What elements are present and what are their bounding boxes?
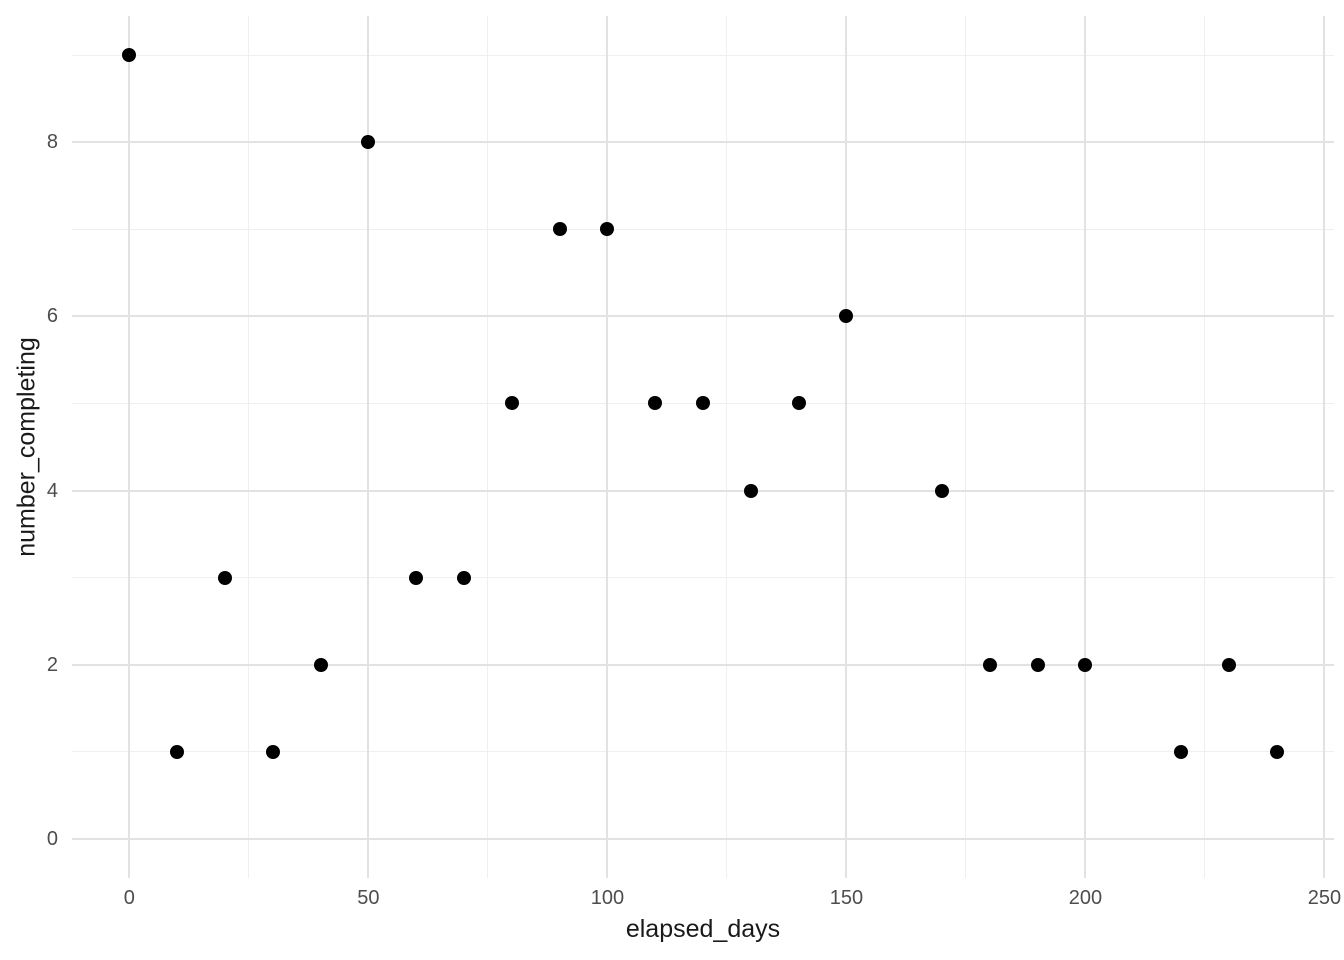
data-point (982, 657, 997, 672)
data-point (600, 222, 615, 237)
gridline-y-minor (72, 751, 1334, 753)
data-point (409, 570, 424, 585)
y-tick-label: 0 (46, 827, 58, 850)
data-point (935, 483, 949, 498)
x-tick-label: 0 (123, 887, 135, 909)
data-point (1221, 657, 1236, 672)
gridline-x-minor (965, 16, 967, 878)
data-point (361, 135, 376, 150)
x-axis-title: elapsed_days (625, 915, 781, 943)
y-axis-title: number_completing (12, 337, 41, 557)
gridline-y-minor (72, 577, 1334, 579)
x-tick-label: 100 (590, 887, 625, 909)
y-tick-label: 2 (46, 653, 58, 676)
data-point (1174, 744, 1189, 759)
gridline-x-major (1084, 16, 1087, 878)
data-point (504, 396, 519, 411)
gridline-y-minor (72, 54, 1334, 56)
y-tick-label: 4 (46, 479, 58, 502)
data-point (552, 222, 567, 237)
y-tick-label: 6 (46, 305, 58, 328)
gridline-x-major (606, 16, 609, 878)
data-point (696, 396, 710, 411)
data-point (265, 744, 280, 759)
data-point (313, 657, 328, 672)
x-tick-label: 200 (1068, 887, 1103, 909)
data-point (648, 396, 663, 411)
data-point (1269, 744, 1284, 759)
gridline-y-minor (72, 228, 1334, 230)
gridline-y-major (72, 489, 1334, 492)
gridline-x-minor (726, 16, 728, 878)
gridline-x-major (367, 16, 370, 878)
data-point (839, 309, 854, 324)
data-point (122, 48, 137, 63)
data-point (217, 570, 232, 585)
x-tick-label: 250 (1307, 887, 1342, 909)
gridline-y-major (72, 837, 1334, 840)
data-point (456, 570, 471, 585)
gridline-x-minor (487, 16, 489, 878)
y-tick-label: 8 (46, 131, 58, 154)
data-point (1078, 657, 1093, 672)
data-point (170, 744, 185, 759)
gridline-y-major (72, 315, 1334, 318)
gridline-x-minor (248, 16, 250, 878)
data-point (1030, 657, 1045, 672)
plot-panel (72, 16, 1334, 878)
gridline-x-major (1323, 16, 1326, 878)
gridline-x-major (845, 16, 848, 878)
gridline-x-major (128, 16, 131, 878)
data-point (791, 396, 806, 411)
gridline-x-minor (1204, 16, 1206, 878)
gridline-y-major (72, 663, 1334, 666)
x-tick-label: 50 (357, 887, 380, 909)
gridline-y-major (72, 141, 1334, 144)
x-tick-label: 150 (829, 887, 864, 909)
data-point (743, 483, 758, 498)
